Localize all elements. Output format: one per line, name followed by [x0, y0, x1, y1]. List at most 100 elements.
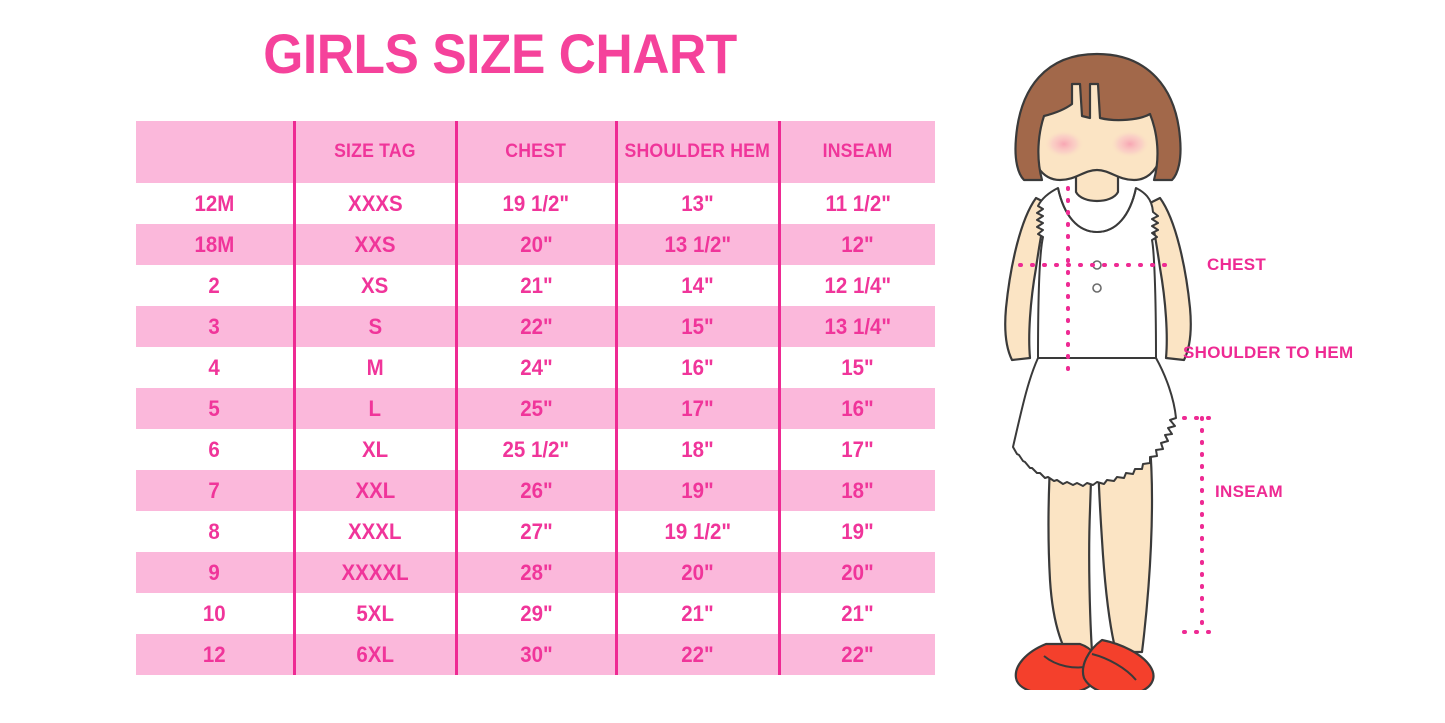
- cell-chest-label: 20": [519, 231, 553, 257]
- cell-size-tag: 6XL: [292, 634, 456, 675]
- cell-size-tag: XL: [292, 429, 456, 470]
- cell-chest: 21": [454, 265, 616, 306]
- table-row: 2 XS 21" 14" 12 1/4": [136, 265, 935, 306]
- cell-chest: 19 1/2": [454, 183, 616, 224]
- cell-shoulder-hem: 17": [614, 388, 779, 429]
- cell-size-tag-label: 6XL: [356, 641, 394, 667]
- cell-inseam: 15": [777, 347, 935, 388]
- cell-size-tag-label: XS: [361, 272, 389, 298]
- cell-inseam: 11 1/2": [777, 183, 935, 224]
- cell-inseam-label: 12 1/4": [824, 272, 892, 298]
- cell-chest: 25": [454, 388, 616, 429]
- cell-size: 5: [136, 388, 294, 429]
- cell-inseam: 13 1/4": [777, 306, 935, 347]
- cell-size-tag-label: XXXL: [348, 518, 402, 544]
- cell-shoulder-hem-label: 18": [681, 436, 714, 462]
- cell-inseam: 18": [777, 470, 935, 511]
- cell-size: 8: [136, 511, 294, 552]
- table-row: 6 XL 25 1/2" 18" 17": [136, 429, 935, 470]
- cell-size-tag: 5XL: [292, 593, 456, 634]
- cell-shoulder-hem-label: 19 1/2": [664, 518, 731, 544]
- right-shoe-strap: [1091, 653, 1137, 681]
- cell-size-tag-label: 5XL: [356, 600, 394, 626]
- table-row: 4 M 24" 16" 15": [136, 347, 935, 388]
- cell-inseam: 17": [777, 429, 935, 470]
- cell-size-label: 4: [208, 354, 220, 380]
- cell-chest-label: 28": [519, 559, 553, 585]
- cell-shoulder-hem: 22": [614, 634, 779, 675]
- table-body: 12M XXXS 19 1/2" 13" 11 1/2" 18M XXS 20" 13 1/2"…: [136, 183, 935, 675]
- cell-size-tag: XXL: [292, 470, 456, 511]
- cell-size-label: 18M: [194, 231, 235, 257]
- cell-inseam-label: 12": [841, 231, 874, 257]
- cell-size-tag: L: [292, 388, 456, 429]
- cell-chest-label: 21": [519, 272, 553, 298]
- cell-size-tag-label: S: [368, 313, 382, 339]
- cell-inseam-label: 18": [841, 477, 874, 503]
- cell-size: 12M: [136, 183, 294, 224]
- blush-left: [1044, 130, 1084, 158]
- cell-inseam: 19": [777, 511, 935, 552]
- column-header-size-tag-label: SIZE TAG: [334, 141, 416, 162]
- cell-chest: 28": [454, 552, 616, 593]
- cell-shoulder-hem-label: 13 1/2": [664, 231, 731, 257]
- table-row: 8 XXXL 27" 19 1/2" 19": [136, 511, 935, 552]
- table-row: 18M XXS 20" 13 1/2" 12": [136, 224, 935, 265]
- cell-inseam: 16": [777, 388, 935, 429]
- cell-shoulder-hem-label: 22": [681, 641, 714, 667]
- button-lower: [1092, 283, 1102, 293]
- cell-size: 4: [136, 347, 294, 388]
- measurement-label-inseam: INSEAM: [1215, 482, 1283, 501]
- measurement-guides: [1018, 186, 1220, 634]
- cell-size-label: 12: [202, 641, 226, 667]
- top-shape: [1036, 187, 1159, 359]
- cell-size: 9: [136, 552, 294, 593]
- column-header-shoulder-hem: SHOULDER HEM: [614, 121, 779, 183]
- bloomer-shape: [1012, 357, 1177, 487]
- cell-shoulder-hem: 18": [614, 429, 779, 470]
- cell-size-tag-label: L: [368, 395, 382, 421]
- cell-shoulder-hem: 20": [614, 552, 779, 593]
- cell-size-tag: S: [292, 306, 456, 347]
- table-header: SIZE TAG CHEST SHOULDER HEM INSEAM: [136, 121, 935, 183]
- cell-inseam: 12": [777, 224, 935, 265]
- girl-figure-illustration: [980, 40, 1230, 690]
- cell-size-tag: XS: [292, 265, 456, 306]
- cell-size: 6: [136, 429, 294, 470]
- table-row: 12 6XL 30" 22" 22": [136, 634, 935, 675]
- cell-size-label: 7: [208, 477, 220, 503]
- column-header-chest: CHEST: [454, 121, 616, 183]
- cell-size-tag: XXS: [292, 224, 456, 265]
- cell-inseam-label: 16": [841, 395, 874, 421]
- cell-size-tag: XXXXL: [292, 552, 456, 593]
- cell-size-label: 6: [208, 436, 220, 462]
- cell-size-label: 3: [208, 313, 220, 339]
- cell-chest-label: 22": [519, 313, 553, 339]
- cell-inseam: 12 1/4": [777, 265, 935, 306]
- cell-chest-label: 27": [519, 518, 553, 544]
- size-chart-table-container: SIZE TAG CHEST SHOULDER HEM INSEAM 12M XX…: [136, 121, 935, 675]
- cell-inseam: 21": [777, 593, 935, 634]
- measurement-label-shoulder-to-hem: SHOULDER TO HEM: [1183, 343, 1354, 362]
- cell-shoulder-hem-label: 13": [681, 190, 714, 216]
- cell-size-label: 10: [202, 600, 226, 626]
- cell-chest: 29": [454, 593, 616, 634]
- cell-chest: 24": [454, 347, 616, 388]
- cell-inseam-label: 19": [841, 518, 874, 544]
- neck: [1074, 164, 1120, 203]
- table-row: 5 L 25" 17" 16": [136, 388, 935, 429]
- cell-size-tag: M: [292, 347, 456, 388]
- column-header-inseam: INSEAM: [777, 121, 935, 183]
- cell-chest: 30": [454, 634, 616, 675]
- cell-size-tag-label: XXXS: [347, 190, 403, 216]
- cell-size-label: 5: [208, 395, 220, 421]
- cell-size-tag-label: M: [366, 354, 384, 380]
- table-row: 3 S 22" 15" 13 1/4": [136, 306, 935, 347]
- table-row: 9 XXXXL 28" 20" 20": [136, 552, 935, 593]
- column-header-shoulder-hem-label: SHOULDER HEM: [624, 141, 771, 162]
- cell-size-label: 2: [208, 272, 220, 298]
- cell-shoulder-hem-label: 20": [681, 559, 714, 585]
- column-header-inseam-label: INSEAM: [822, 141, 893, 162]
- cell-shoulder-hem-label: 16": [681, 354, 714, 380]
- cell-size: 18M: [136, 224, 294, 265]
